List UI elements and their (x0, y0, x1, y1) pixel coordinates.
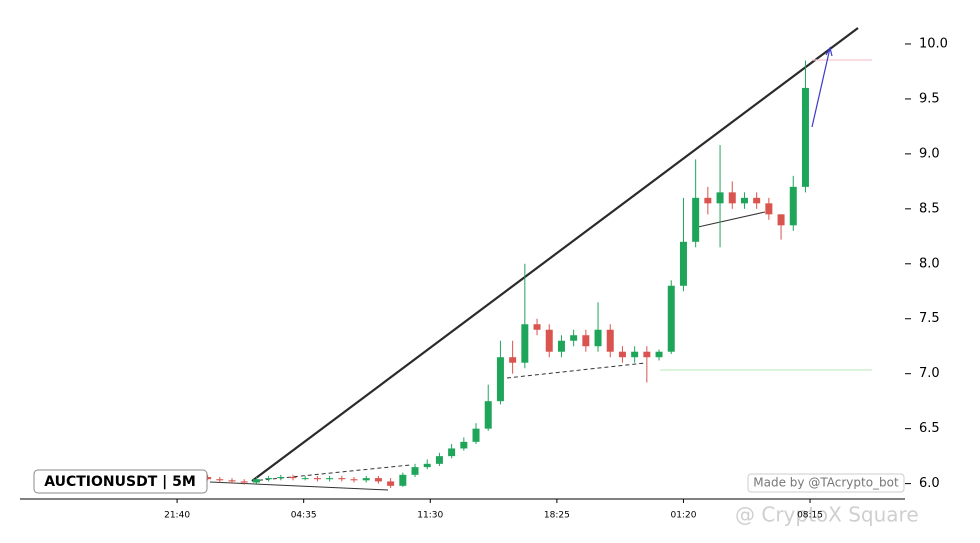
credit-box (747, 473, 905, 493)
candle-body (533, 324, 541, 330)
plot (204, 60, 809, 489)
x-tick-label: 01:20 (670, 511, 696, 521)
candle-body (570, 335, 578, 341)
candle-body (252, 479, 260, 483)
y-tick-label: 8.0 (919, 256, 940, 271)
candle-body (765, 203, 773, 215)
credit: Made by @TAcrypto_bot (753, 476, 899, 490)
candle-body (643, 351, 651, 358)
y-tick-label: 7.5 (919, 311, 940, 326)
candle-body (777, 214, 785, 226)
y-tick-label: 9.5 (919, 91, 940, 106)
x-tick-label: 08:15 (797, 511, 823, 521)
candle-body (399, 474, 407, 486)
candle-body (801, 87, 809, 187)
candle-body (740, 197, 748, 204)
candle-body (387, 481, 395, 486)
candle-body (313, 478, 321, 480)
candle-body (448, 448, 456, 457)
trend-line (697, 211, 766, 228)
candle-body (326, 478, 334, 480)
trend-line (209, 481, 389, 491)
candle-body (301, 478, 309, 480)
x-tick-label: 21:40 (164, 511, 190, 521)
candle-body (338, 478, 346, 480)
candle-body (606, 329, 614, 352)
candle-body (692, 197, 700, 242)
candle-body (411, 467, 419, 475)
candle-body (789, 186, 797, 226)
candle-body (704, 197, 712, 204)
annotations (209, 27, 872, 491)
watermark: @ CryptoX Square (735, 503, 919, 527)
candle-body (655, 351, 663, 358)
x-tick-label: 04:35 (291, 511, 317, 521)
y-tick-label: 6.0 (919, 476, 940, 491)
candle-body (545, 329, 553, 352)
candle-body (289, 477, 297, 479)
candle-body (716, 192, 724, 204)
candle-body (350, 479, 358, 481)
candle-body (204, 477, 212, 480)
candle-body (374, 478, 382, 482)
candle-body (594, 329, 602, 347)
x-tick-label: 11:30 (417, 511, 443, 521)
arrow (811, 47, 831, 128)
arrow-head (825, 46, 833, 57)
trend-line (251, 27, 859, 482)
candle-body (423, 463, 431, 468)
candle-body (228, 480, 236, 482)
dashed-line (251, 464, 411, 482)
candle-body (618, 351, 626, 358)
candle-body (509, 357, 517, 363)
y-tick-label: 9.0 (919, 146, 940, 161)
candle-body (435, 456, 443, 464)
title-box (33, 469, 208, 494)
candle-body (557, 340, 565, 352)
candle-body (667, 285, 675, 352)
dashed-line (506, 362, 646, 379)
candle-body (582, 335, 590, 347)
candle-body (216, 479, 224, 481)
candle-body (484, 401, 492, 429)
candle-body (753, 197, 761, 204)
candle-body (277, 477, 285, 479)
candle-body (496, 357, 504, 402)
candle-body (679, 241, 687, 286)
y-tick-label: 7.0 (919, 366, 940, 381)
y-tick-label: 10.0 (919, 36, 948, 51)
candle-body (631, 351, 639, 358)
candle-body (460, 441, 468, 449)
candle-body (362, 478, 370, 481)
candle-body (728, 192, 736, 204)
candle-body (521, 324, 529, 363)
x-tick-label: 18:25 (544, 511, 570, 521)
y-tick-label: 6.5 (919, 421, 940, 436)
candle-body (240, 481, 248, 483)
candle-body (265, 478, 273, 480)
y-tick-label: 8.5 (919, 201, 940, 216)
chart-title: AUCTIONUSDT | 5M (44, 474, 196, 490)
candle-body (472, 428, 480, 442)
